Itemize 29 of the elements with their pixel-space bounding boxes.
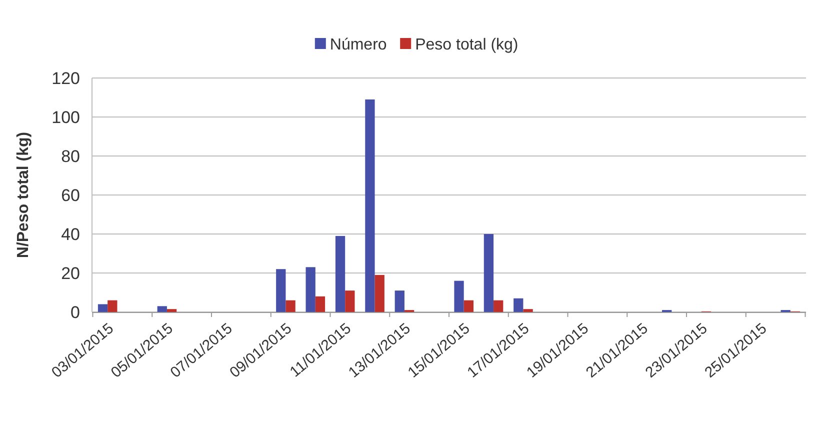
bar bbox=[394, 290, 404, 312]
y-tick-label: 60 bbox=[61, 186, 80, 205]
y-tick-label: 20 bbox=[61, 264, 80, 283]
y-tick-label: 80 bbox=[61, 146, 80, 166]
bar bbox=[514, 298, 524, 312]
bar bbox=[276, 269, 286, 312]
bar bbox=[335, 236, 346, 312]
y-axis-title: N/Peso total (kg) bbox=[15, 132, 32, 258]
bar bbox=[523, 309, 533, 312]
bar bbox=[374, 274, 384, 312]
y-tick-label: 40 bbox=[61, 224, 80, 244]
bar bbox=[157, 306, 167, 312]
y-tick-label: 0 bbox=[70, 302, 80, 322]
bar bbox=[286, 300, 296, 312]
legend-label: Número bbox=[330, 36, 387, 54]
bar bbox=[365, 99, 375, 312]
bar bbox=[494, 300, 504, 312]
bar bbox=[345, 290, 355, 312]
bar bbox=[315, 296, 326, 312]
y-tick-label: 120 bbox=[52, 68, 80, 88]
y-tick-label: 100 bbox=[52, 108, 80, 127]
legend-label: Peso total (kg) bbox=[415, 36, 518, 54]
bar bbox=[454, 280, 464, 312]
bar bbox=[98, 304, 108, 312]
bar bbox=[484, 234, 494, 312]
bar bbox=[108, 300, 118, 312]
bar bbox=[166, 309, 177, 312]
bar bbox=[464, 300, 474, 312]
bar bbox=[306, 267, 316, 312]
